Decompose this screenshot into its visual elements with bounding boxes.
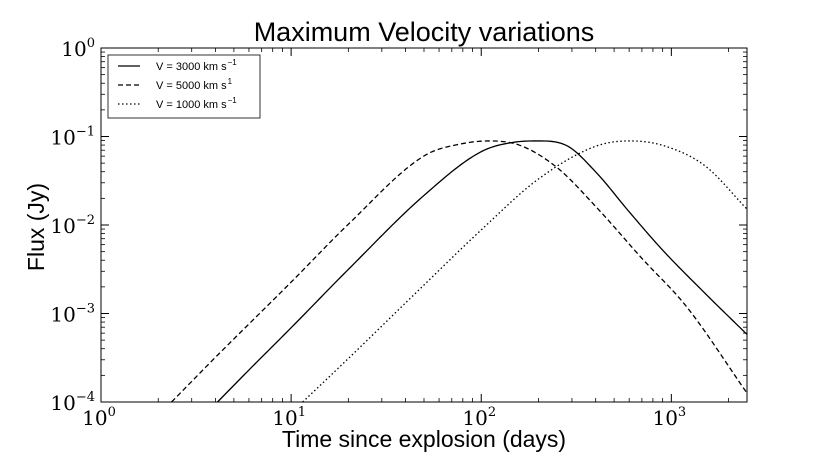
legend-label-sup: 1 bbox=[228, 77, 233, 86]
y-tick-label: 10−3 bbox=[50, 302, 95, 327]
x-tick-label: 100 bbox=[82, 405, 116, 430]
x-tick-label-exp: 3 bbox=[678, 405, 686, 420]
x-tick-label: 101 bbox=[272, 405, 306, 430]
series-line-dashed bbox=[171, 140, 747, 402]
y-tick-label: 10−2 bbox=[50, 213, 95, 238]
x-tick-label-exp: 2 bbox=[488, 405, 496, 420]
y-axis-label: Flux (Jy) bbox=[23, 183, 49, 271]
y-tick-label-base: 10 bbox=[50, 303, 75, 327]
axis-ticks bbox=[100, 47, 747, 403]
y-tick-label-base: 10 bbox=[50, 126, 75, 150]
legend-label-sup: −1 bbox=[228, 96, 238, 105]
legend-label-sup: −1 bbox=[228, 58, 238, 67]
legend-label: V = 5000 km s1 bbox=[156, 77, 233, 92]
legend: V = 3000 km s−1V = 5000 km s1V = 1000 km… bbox=[107, 54, 261, 119]
x-tick-label-exp: 1 bbox=[298, 405, 306, 420]
y-tick-label: 10−1 bbox=[50, 125, 95, 150]
x-axis-label: Time since explosion (days) bbox=[282, 426, 566, 452]
x-tick-label: 102 bbox=[462, 405, 496, 430]
legend-label-text: V = 1000 km s bbox=[156, 99, 227, 111]
y-tick-label-exp: 0 bbox=[87, 36, 95, 51]
x-tick-label-exp: 0 bbox=[108, 405, 116, 420]
y-tick-label: 100 bbox=[61, 36, 95, 61]
x-tick-label-base: 10 bbox=[462, 406, 487, 430]
y-tick-label-exp: −3 bbox=[76, 302, 95, 317]
x-tick-label-base: 10 bbox=[272, 406, 297, 430]
legend-label-text: V = 3000 km s bbox=[156, 61, 227, 73]
x-tick-label-base: 10 bbox=[82, 406, 107, 430]
y-tick-label-base: 10 bbox=[50, 214, 75, 238]
y-tick-label-base: 10 bbox=[50, 391, 75, 415]
x-tick-label-base: 10 bbox=[652, 406, 677, 430]
series-line-dotted bbox=[302, 140, 747, 402]
legend-label: V = 1000 km s−1 bbox=[156, 96, 237, 111]
chart-title: Maximum Velocity variations bbox=[254, 17, 595, 47]
legend-label-text: V = 5000 km s bbox=[156, 80, 227, 92]
y-tick-label-exp: −4 bbox=[76, 390, 95, 405]
y-tick-label-exp: −2 bbox=[76, 213, 95, 228]
y-tick-label: 10−4 bbox=[50, 390, 95, 415]
series-lines bbox=[171, 140, 747, 402]
y-tick-label-base: 10 bbox=[61, 37, 86, 61]
y-tick-label-exp: −1 bbox=[76, 125, 95, 140]
legend-label: V = 3000 km s−1 bbox=[156, 58, 237, 73]
x-tick-label: 103 bbox=[652, 405, 686, 430]
series-line-solid bbox=[217, 140, 747, 402]
plot-frame bbox=[100, 47, 748, 403]
